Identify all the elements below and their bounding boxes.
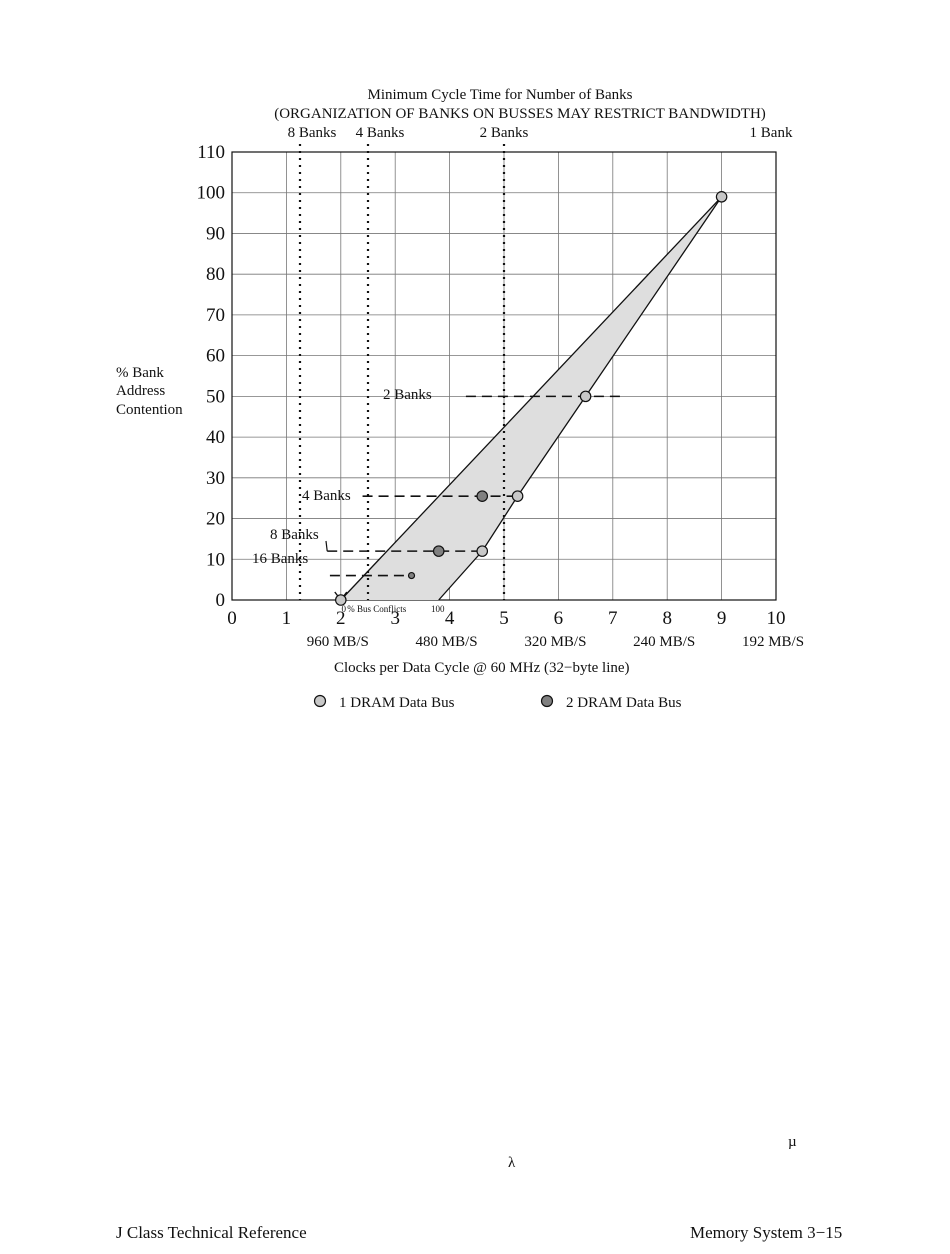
bank-limit-label-1: 4 Banks (356, 125, 405, 141)
x-tick-3: 3 (390, 608, 400, 629)
bandwidth-label-0: 960 MB/S (307, 634, 369, 650)
chart-title: Minimum Cycle Time for Number of Banks (368, 87, 633, 103)
y-tick-20: 20 (206, 509, 225, 530)
x-tick-4: 4 (445, 608, 455, 629)
region-upper-edge (340, 196, 723, 601)
data-points (334, 191, 728, 606)
footer-document-title: J Class Technical Reference (116, 1223, 307, 1242)
y-axis-label-line-2: Address (116, 383, 165, 399)
y-tick-60: 60 (206, 346, 225, 367)
legend-marker-2-dram (540, 694, 554, 708)
y-tick-70: 70 (206, 305, 225, 326)
x-tick-7: 7 (608, 608, 618, 629)
x-tick-10: 10 (767, 608, 786, 629)
bus-conflicts-start: 0 (342, 604, 347, 614)
bandwidth-labels: 960 MB/S 480 MB/S 320 MB/S 240 MB/S 192 MB/S (307, 634, 804, 650)
point-series-2-1 (432, 545, 445, 557)
y-tick-0: 0 (216, 590, 226, 611)
legend-label-2-dram: 2 DRAM Data Bus (566, 695, 682, 711)
footer-page-number: Memory System 3−15 (690, 1223, 843, 1242)
y-tick-110: 110 (197, 142, 225, 163)
y-axis-label-line-3: Contention (116, 402, 183, 418)
point-series-1-2 (511, 490, 524, 502)
x-axis-label: Clocks per Data Cycle @ 60 MHz (32−byte … (334, 660, 630, 676)
bank-level-label-1: 4 Banks (302, 488, 351, 504)
bank-limit-label-2: 2 Banks (480, 125, 529, 141)
bandwidth-label-3: 240 MB/S (633, 634, 695, 650)
bandwidth-label-1: 480 MB/S (416, 634, 478, 650)
point-series-1-0 (334, 594, 347, 606)
chart-subtitle: (ORGANIZATION OF BANKS ON BUSSES MAY RES… (274, 106, 766, 122)
y-tick-50: 50 (206, 386, 225, 407)
bus-conflicts-end: 100 (431, 604, 445, 614)
bus-conflicts-label: % Bus Conflicts (347, 604, 406, 614)
bank-limit-lines: 8 Banks 4 Banks 2 Banks 1 Bank (288, 125, 793, 600)
x-tick-2: 2 (336, 608, 346, 629)
legend: 1 DRAM Data Bus 2 DRAM Data Bus (313, 694, 682, 711)
y-tick-90: 90 (206, 223, 225, 244)
x-tick-9: 9 (717, 608, 727, 629)
y-tick-80: 80 (206, 264, 225, 285)
x-tick-1: 1 (282, 608, 292, 629)
y-tick-labels: 0 10 20 30 40 50 60 70 80 90 100 110 (197, 142, 226, 611)
x-tick-8: 8 (662, 608, 672, 629)
bank-level-label-2: 8 Banks (270, 527, 319, 543)
y-tick-30: 30 (206, 468, 225, 489)
y-tick-100: 100 (197, 183, 226, 204)
bandwidth-label-2: 320 MB/S (524, 634, 586, 650)
bandwidth-label-4: 192 MB/S (742, 634, 804, 650)
legend-label-1-dram: 1 DRAM Data Bus (339, 695, 455, 711)
point-series-1-4 (715, 191, 728, 203)
bank-limit-label-0: 8 Banks (288, 125, 337, 141)
point-series-1-3 (579, 390, 592, 403)
bank-limit-label-3: 1 Bank (750, 125, 793, 141)
lambda-symbol: λ (508, 1155, 516, 1171)
mu-symbol: µ (788, 1134, 797, 1150)
point-series-2-2 (476, 490, 489, 502)
x-tick-6: 6 (554, 608, 564, 629)
x-tick-labels: 0 1 2 3 4 5 6 7 8 9 10 (227, 608, 785, 629)
bank-level-lines: 2 Banks 4 Banks 8 Banks 16 Banks (252, 387, 624, 602)
point-series-2-0 (407, 571, 416, 580)
bank-level-label-3: 16 Banks (252, 551, 308, 567)
x-tick-0: 0 (227, 608, 237, 629)
x-tick-5: 5 (499, 608, 509, 629)
bank-level-label-0: 2 Banks (383, 387, 432, 403)
y-tick-10: 10 (206, 549, 225, 570)
point-series-1-1 (476, 545, 489, 557)
eight-banks-leader (325, 540, 328, 552)
y-tick-40: 40 (206, 427, 225, 448)
bus-conflicts-axis: 0% Bus Conflicts 100 (342, 604, 445, 614)
legend-marker-1-dram (313, 694, 327, 708)
y-axis-label-line-1: % Bank (116, 365, 164, 381)
